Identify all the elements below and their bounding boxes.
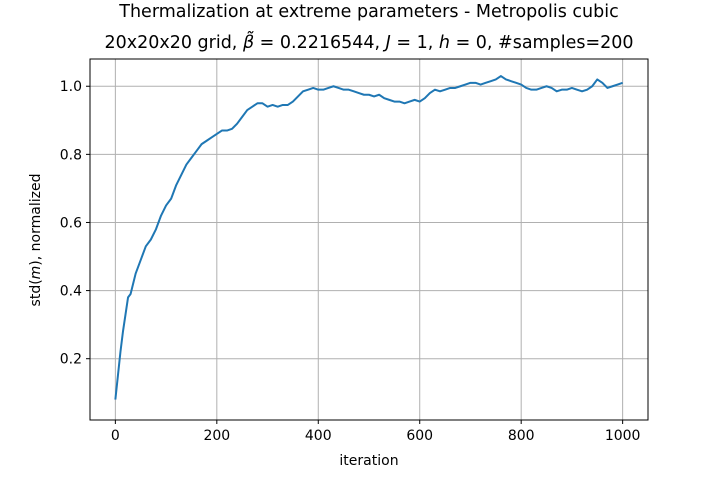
x-tick-label: 600 bbox=[406, 428, 433, 444]
y-label-prefix: std( bbox=[28, 279, 44, 306]
x-tick-label: 400 bbox=[305, 428, 332, 444]
subtitle-prefix: 20x20x20 grid, bbox=[104, 33, 242, 53]
y-tick-label: 0.2 bbox=[60, 352, 82, 368]
chart-subtitle: 20x20x20 grid, β̃ = 0.2216544, J = 1, h … bbox=[104, 31, 633, 53]
subtitle-beta-symbol: β̃ bbox=[242, 31, 255, 53]
subtitle-j-symbol: J bbox=[383, 33, 391, 53]
x-axis-label: iteration bbox=[339, 453, 398, 469]
x-tick-label: 200 bbox=[203, 428, 230, 444]
tick-labels: 0 200 400 600 800 1000 0.2 0.4 0.6 0.8 1.0 bbox=[60, 79, 641, 444]
y-tick-label: 0.4 bbox=[60, 284, 82, 300]
plot-frame bbox=[89, 58, 649, 421]
y-tick-label: 0.8 bbox=[60, 147, 82, 163]
subtitle-beta-value: = 0.2216544, bbox=[254, 33, 386, 53]
subtitle-h-value: = 0, #samples=200 bbox=[450, 33, 634, 53]
x-tick-label: 0 bbox=[111, 428, 120, 444]
grid-lines bbox=[90, 59, 648, 420]
y-label-var: m bbox=[28, 266, 44, 280]
axis-ticks bbox=[86, 85, 624, 424]
subtitle-j-value: = 1, bbox=[391, 33, 439, 53]
y-tick-label: 1.0 bbox=[60, 79, 82, 95]
y-label-suffix: ), normalized bbox=[28, 174, 44, 266]
x-tick-label: 800 bbox=[508, 428, 535, 444]
x-tick-label: 1000 bbox=[605, 428, 641, 444]
y-axis-label: std(m), normalized bbox=[28, 174, 44, 307]
subtitle-h-symbol: h bbox=[439, 33, 450, 53]
series-line bbox=[114, 75, 623, 400]
chart-title: Thermalization at extreme parameters - M… bbox=[118, 2, 618, 22]
y-tick-label: 0.6 bbox=[60, 215, 82, 231]
